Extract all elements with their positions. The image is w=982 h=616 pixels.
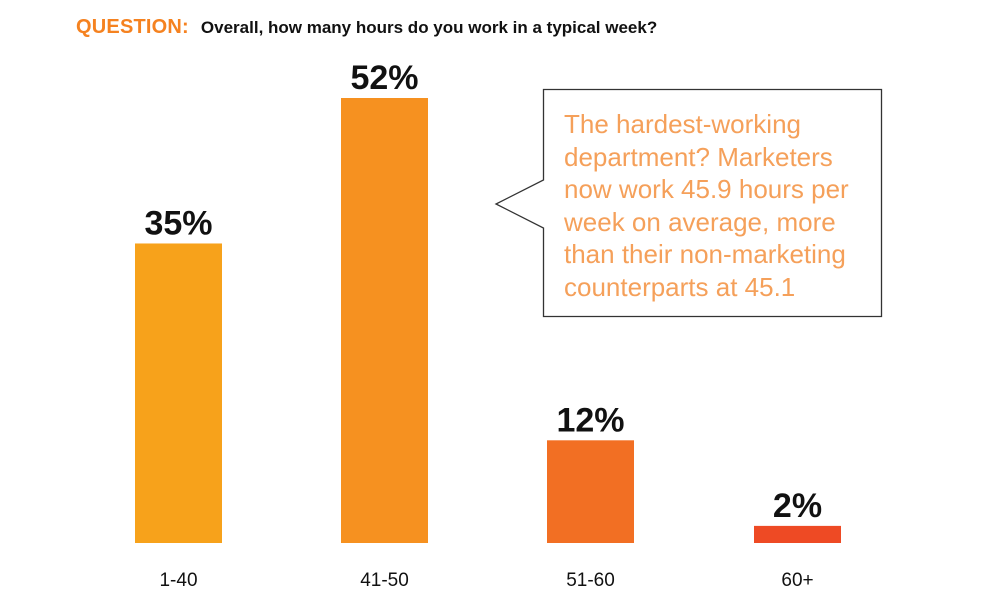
data-label-41-50: 52% — [350, 59, 418, 97]
question-label: QUESTION: — [76, 16, 189, 38]
callout-outline — [494, 88, 883, 318]
bar-51-60 — [547, 440, 634, 543]
x-tick-label-60+: 60+ — [781, 570, 813, 591]
data-label-51-60: 12% — [556, 401, 624, 439]
question-text: Overall, how many hours do you work in a… — [200, 18, 658, 37]
bar-41-50 — [341, 98, 428, 543]
callout-text: The hardest-working department? Marketer… — [564, 109, 849, 302]
data-label-60+: 2% — [773, 487, 822, 525]
data-label-1-40: 35% — [144, 204, 212, 242]
x-tick-label-51-60: 51-60 — [566, 570, 615, 591]
bar-1-40 — [135, 243, 222, 543]
x-tick-label-41-50: 41-50 — [360, 570, 409, 591]
bar-60+ — [754, 525, 841, 543]
x-tick-label-1-40: 1-40 — [159, 570, 197, 591]
question-header: QUESTION: Overall, how many hours do you… — [76, 16, 657, 39]
